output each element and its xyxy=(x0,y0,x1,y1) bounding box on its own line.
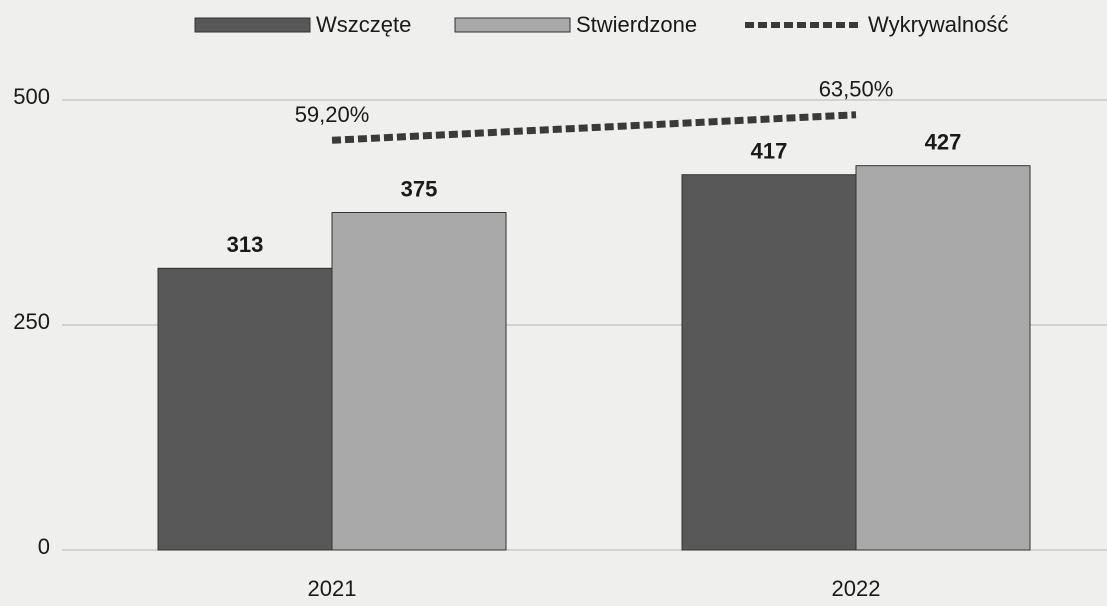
value-label: 375 xyxy=(401,176,438,201)
legend-swatch xyxy=(454,17,571,33)
bar xyxy=(855,165,1031,551)
value-label: 417 xyxy=(751,139,788,164)
legend-label: Wykrywalność xyxy=(868,12,1008,37)
legend-label: Wszczęte xyxy=(316,12,411,37)
x-tick-label: 2022 xyxy=(832,576,881,601)
line-label: 63,50% xyxy=(819,77,894,102)
bar xyxy=(681,174,857,551)
bar xyxy=(157,267,333,551)
y-tick-label: 500 xyxy=(13,84,50,109)
value-label: 427 xyxy=(925,130,962,155)
line-label: 59,20% xyxy=(295,102,370,127)
bar xyxy=(331,212,507,551)
legend-swatch xyxy=(194,17,311,33)
y-tick-label: 0 xyxy=(38,534,50,559)
x-tick-label: 2021 xyxy=(308,576,357,601)
legend-label: Stwierdzone xyxy=(576,12,697,37)
y-tick-label: 250 xyxy=(13,309,50,334)
value-label: 313 xyxy=(227,232,264,257)
line xyxy=(331,111,857,144)
